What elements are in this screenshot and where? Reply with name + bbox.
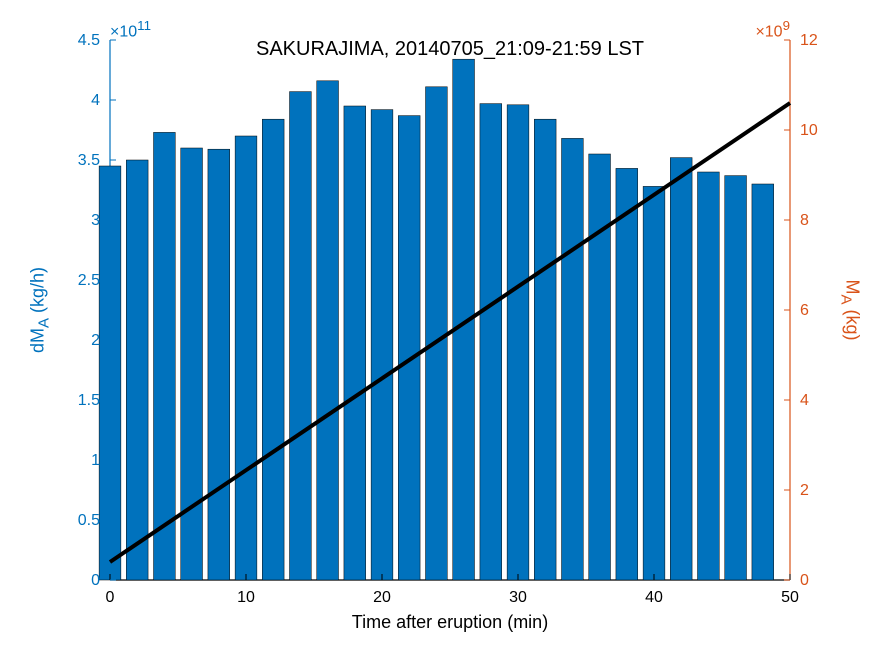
bar	[480, 104, 502, 580]
bar	[725, 176, 747, 580]
bar	[317, 81, 339, 580]
bar	[126, 160, 148, 580]
svg-text:8: 8	[800, 212, 809, 229]
svg-text:3.5: 3.5	[78, 152, 100, 169]
bar	[698, 172, 720, 580]
chart-svg: 0102030405000.511.522.533.544.5024681012	[0, 0, 875, 656]
svg-text:4: 4	[91, 92, 100, 109]
svg-text:4: 4	[800, 392, 809, 409]
svg-text:0: 0	[106, 589, 115, 606]
svg-text:2.5: 2.5	[78, 272, 100, 289]
chart-container: SAKURAJIMA, 20140705_21:09-21:59 LST ×10…	[0, 0, 875, 656]
svg-text:10: 10	[237, 589, 255, 606]
svg-text:0: 0	[800, 572, 809, 589]
svg-text:1.5: 1.5	[78, 392, 100, 409]
svg-text:3: 3	[91, 212, 100, 229]
bar	[398, 116, 420, 580]
svg-text:2: 2	[91, 332, 100, 349]
svg-text:6: 6	[800, 302, 809, 319]
svg-text:2: 2	[800, 482, 809, 499]
bar	[589, 154, 611, 580]
bar	[616, 168, 638, 580]
bar	[99, 166, 121, 580]
bar	[426, 87, 448, 580]
svg-text:1: 1	[91, 452, 100, 469]
bar	[181, 148, 203, 580]
bar	[371, 110, 393, 580]
bar	[643, 186, 665, 580]
bar	[208, 149, 230, 580]
bar	[507, 105, 529, 580]
svg-text:50: 50	[781, 589, 799, 606]
bar	[344, 106, 366, 580]
bar	[290, 92, 312, 580]
svg-text:0: 0	[91, 572, 100, 589]
bar	[670, 158, 692, 580]
svg-text:10: 10	[800, 122, 818, 139]
svg-text:40: 40	[645, 589, 663, 606]
svg-text:20: 20	[373, 589, 391, 606]
bar	[534, 119, 556, 580]
svg-text:0.5: 0.5	[78, 512, 100, 529]
bar	[562, 138, 584, 580]
svg-text:12: 12	[800, 32, 818, 49]
bar	[262, 119, 284, 580]
bar	[235, 136, 257, 580]
bar	[752, 184, 774, 580]
svg-text:4.5: 4.5	[78, 32, 100, 49]
svg-text:30: 30	[509, 589, 527, 606]
bar	[154, 132, 176, 580]
